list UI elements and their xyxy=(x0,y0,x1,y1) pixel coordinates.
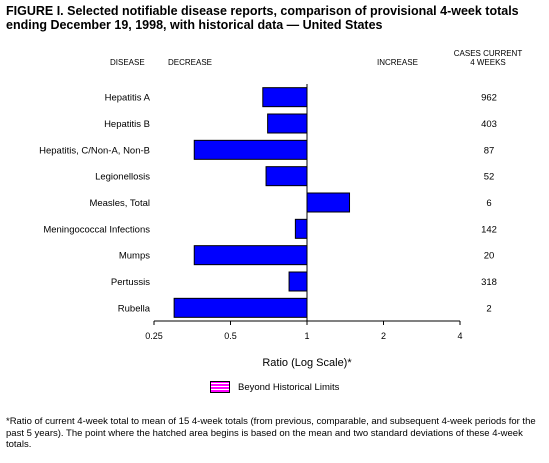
cases-value: 6 xyxy=(486,198,491,209)
bar xyxy=(306,192,351,213)
category-label: Legionellosis xyxy=(95,172,150,183)
bar xyxy=(193,139,308,160)
bar xyxy=(262,87,308,108)
cases-value: 142 xyxy=(481,224,497,235)
legend: Beyond Historical Limits xyxy=(210,380,339,394)
category-label: Meningococcal Infections xyxy=(43,224,150,235)
cases-value: 318 xyxy=(481,277,497,288)
cases-value: 962 xyxy=(481,93,497,104)
x-tick-label: 2 xyxy=(381,331,386,341)
cases-value: 52 xyxy=(484,172,495,183)
cases-header-line1: CASES CURRENT xyxy=(453,49,523,58)
category-label: Measles, Total xyxy=(89,198,150,209)
x-tick-label: 1 xyxy=(304,331,309,341)
x-tick-label: 0.5 xyxy=(224,331,237,341)
cases-value: 403 xyxy=(481,119,497,130)
category-label: Hepatitis B xyxy=(104,119,150,130)
increase-header: INCREASE xyxy=(377,58,418,67)
category-label: Mumps xyxy=(119,251,150,262)
bar xyxy=(193,245,308,266)
category-label: Hepatitis A xyxy=(105,93,151,104)
bar xyxy=(294,218,308,239)
x-axis-title: Ratio (Log Scale)* xyxy=(262,357,352,369)
category-label: Pertussis xyxy=(111,277,150,288)
bar xyxy=(265,166,308,187)
cases-value: 87 xyxy=(484,145,495,156)
footnote: *Ratio of current 4-week total to mean o… xyxy=(6,416,536,450)
x-tick-label: 4 xyxy=(457,331,462,341)
bar xyxy=(173,297,308,318)
hatched-swatch-icon xyxy=(210,381,230,393)
bar xyxy=(288,271,308,292)
cases-value: 2 xyxy=(486,303,491,314)
legend-label: Beyond Historical Limits xyxy=(238,381,340,393)
x-tick-label: 0.25 xyxy=(145,331,163,341)
category-label: Rubella xyxy=(118,303,151,314)
disease-header: DISEASE xyxy=(110,58,145,67)
decrease-header: DECREASE xyxy=(168,58,213,67)
cases-header-line2: 4 WEEKS xyxy=(470,58,506,67)
bar xyxy=(267,113,308,134)
category-label: Hepatitis, C/Non-A, Non-B xyxy=(39,145,150,156)
cases-value: 20 xyxy=(484,251,495,262)
figure-title: FIGURE I. Selected notifiable disease re… xyxy=(6,4,519,32)
